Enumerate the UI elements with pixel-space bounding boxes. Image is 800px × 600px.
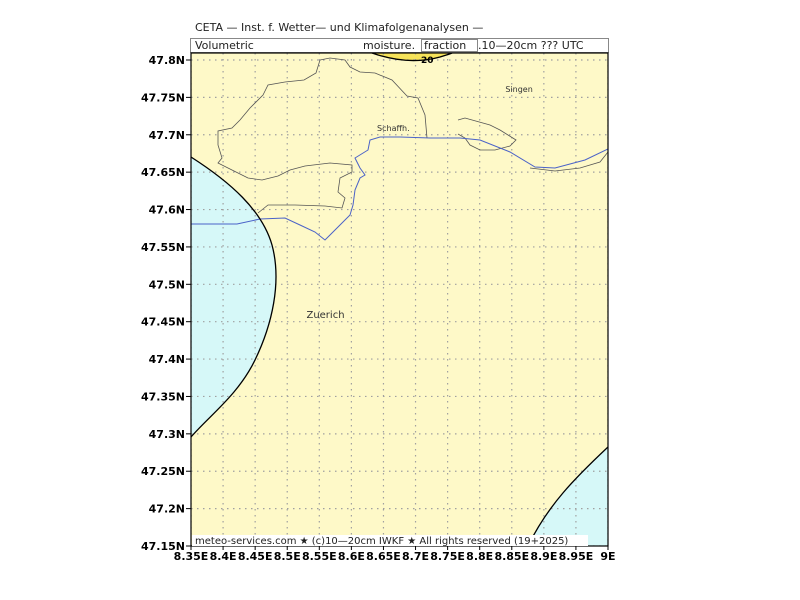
lat-tick-label: 47.8N bbox=[149, 54, 185, 67]
axis-ticks: 47.8N 47.75N 47.7N 47.65N 47.6N 47.55N 47.5N 47… bbox=[141, 54, 616, 563]
lon-tick-label: 8.35E bbox=[174, 550, 209, 563]
graticule bbox=[191, 53, 608, 546]
lon-tick-label: 8.45E bbox=[238, 550, 273, 563]
lat-tick-label: 47.7N bbox=[149, 129, 185, 142]
contour-line-west bbox=[191, 156, 277, 438]
lon-tick-label: 8.4E bbox=[210, 550, 237, 563]
contour-line-southeast bbox=[527, 446, 608, 546]
lat-tick-label: 47.45N bbox=[141, 316, 185, 329]
lat-tick-label: 47.75N bbox=[141, 91, 185, 104]
header-right-unit: fraction bbox=[424, 39, 466, 52]
lon-tick-label: 8.85E bbox=[494, 550, 529, 563]
lat-tick-label: 47.4N bbox=[149, 353, 185, 366]
title-line: CETA — Inst. f. Wetter— und Klimafolgena… bbox=[195, 21, 484, 34]
contour-line-north bbox=[371, 53, 453, 62]
lat-tick-label: 47.65N bbox=[141, 166, 185, 179]
river-rhine bbox=[191, 136, 608, 241]
city-label: Zuerich bbox=[306, 310, 344, 321]
city-label: Singen bbox=[505, 85, 532, 94]
lat-tick-label: 47.55N bbox=[141, 241, 185, 254]
contour-label: 20 bbox=[421, 56, 434, 66]
country-border-east bbox=[529, 151, 608, 172]
lat-tick-label: 47.5N bbox=[149, 278, 185, 291]
lon-tick-label: 8.8E bbox=[466, 550, 493, 563]
country-border-north bbox=[217, 57, 428, 214]
lon-tick-label: 8.95E bbox=[559, 550, 594, 563]
lat-tick-label: 47.3N bbox=[149, 428, 185, 441]
lat-tick-label: 47.2N bbox=[149, 503, 185, 516]
lat-tick-label: 47.35N bbox=[141, 390, 185, 403]
lat-tick-label: 47.6N bbox=[149, 204, 185, 217]
lon-tick-label: 9E bbox=[600, 550, 615, 563]
city-labels: Singen Schaffh. Zuerich bbox=[306, 85, 532, 321]
lon-tick-label: 8.5E bbox=[274, 550, 301, 563]
lat-tick-label: 47.25N bbox=[141, 465, 185, 478]
credit-box bbox=[192, 535, 588, 546]
lon-tick-label: 8.55E bbox=[302, 550, 337, 563]
credit-text: meteo-services.com ★ (c)10—20cm IWKF ★ A… bbox=[195, 536, 568, 547]
header-right-suffix: .10—20cm ??? UTC bbox=[478, 39, 584, 52]
unit-box bbox=[421, 39, 478, 52]
country-border-singen bbox=[457, 117, 517, 151]
lon-tick-label: 8.65E bbox=[366, 550, 401, 563]
header-right-prefix: moisture. bbox=[363, 39, 415, 52]
lat-tick-label: 47.15N bbox=[141, 540, 185, 553]
lon-tick-label: 8.75E bbox=[430, 550, 465, 563]
lon-tick-label: 8.6E bbox=[338, 550, 365, 563]
header-left: Volumetric bbox=[195, 39, 254, 52]
lon-tick-label: 8.9E bbox=[530, 550, 557, 563]
city-label: Schaffh. bbox=[377, 124, 410, 133]
lon-tick-label: 8.7E bbox=[402, 550, 429, 563]
